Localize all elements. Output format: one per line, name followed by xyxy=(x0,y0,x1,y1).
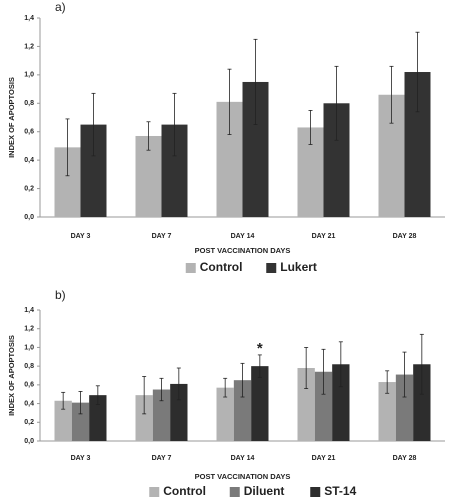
y-tick-label: 0,6 xyxy=(24,382,34,389)
bar xyxy=(314,371,333,441)
x-tick-label: DAY 14 xyxy=(231,233,255,240)
legend-label: Lukert xyxy=(280,260,317,274)
y-tick-label: 1,4 xyxy=(24,307,34,314)
x-tick-label: DAY 7 xyxy=(152,233,172,240)
y-tick-label: 0,4 xyxy=(24,157,34,164)
panel-label: a) xyxy=(55,0,66,14)
bar xyxy=(54,400,72,441)
y-tick-label: 0,2 xyxy=(24,185,34,192)
legend-swatch xyxy=(310,487,321,497)
y-tick-label: 1,4 xyxy=(24,15,34,22)
legend-label: ST-14 xyxy=(324,484,356,498)
annotation: * xyxy=(257,340,263,357)
legend-label: Control xyxy=(163,484,206,498)
y-axis-label: INDEX OF APOPTOSIS xyxy=(7,335,16,416)
bar xyxy=(233,380,252,441)
legend-swatch xyxy=(185,263,196,273)
bar xyxy=(71,402,90,441)
bar xyxy=(297,368,315,441)
y-tick-label: 0,6 xyxy=(24,129,34,136)
y-tick-label: 0,0 xyxy=(24,438,34,445)
x-axis-label: POST VACCINATION DAYS xyxy=(195,472,291,481)
bar xyxy=(152,389,171,441)
y-tick-label: 1,0 xyxy=(24,344,34,351)
bar xyxy=(216,387,234,441)
y-tick-label: 1,2 xyxy=(24,43,34,50)
y-axis-label: INDEX OF APOPTOSIS xyxy=(7,77,16,158)
x-tick-label: DAY 7 xyxy=(152,455,172,462)
x-tick-label: DAY 28 xyxy=(393,233,417,240)
bar xyxy=(170,383,188,441)
y-tick-label: 1,2 xyxy=(24,326,34,333)
y-tick-label: 0,8 xyxy=(24,100,34,107)
y-tick-label: 0,2 xyxy=(24,419,34,426)
x-tick-label: DAY 3 xyxy=(71,455,91,462)
legend-swatch xyxy=(149,487,160,497)
y-tick-label: 0,8 xyxy=(24,363,34,370)
bar xyxy=(332,364,350,441)
y-tick-label: 1,0 xyxy=(24,72,34,79)
legend-swatch xyxy=(229,487,240,497)
x-tick-label: DAY 28 xyxy=(393,455,417,462)
legend-swatch xyxy=(266,263,277,273)
y-tick-label: 0,4 xyxy=(24,400,34,407)
y-tick-label: 0,0 xyxy=(24,214,34,221)
x-tick-label: DAY 3 xyxy=(71,233,91,240)
bar xyxy=(251,366,269,441)
bar xyxy=(395,374,414,441)
x-axis-label: POST VACCINATION DAYS xyxy=(195,246,291,255)
bar xyxy=(89,395,107,441)
x-tick-label: DAY 14 xyxy=(231,455,255,462)
x-tick-label: DAY 21 xyxy=(312,455,336,462)
legend-label: Diluent xyxy=(244,484,285,498)
legend-label: Control xyxy=(200,260,243,274)
x-tick-label: DAY 21 xyxy=(312,233,336,240)
bar xyxy=(413,364,431,441)
panel-label: b) xyxy=(55,288,66,302)
bar xyxy=(378,382,396,441)
bar xyxy=(135,395,153,441)
